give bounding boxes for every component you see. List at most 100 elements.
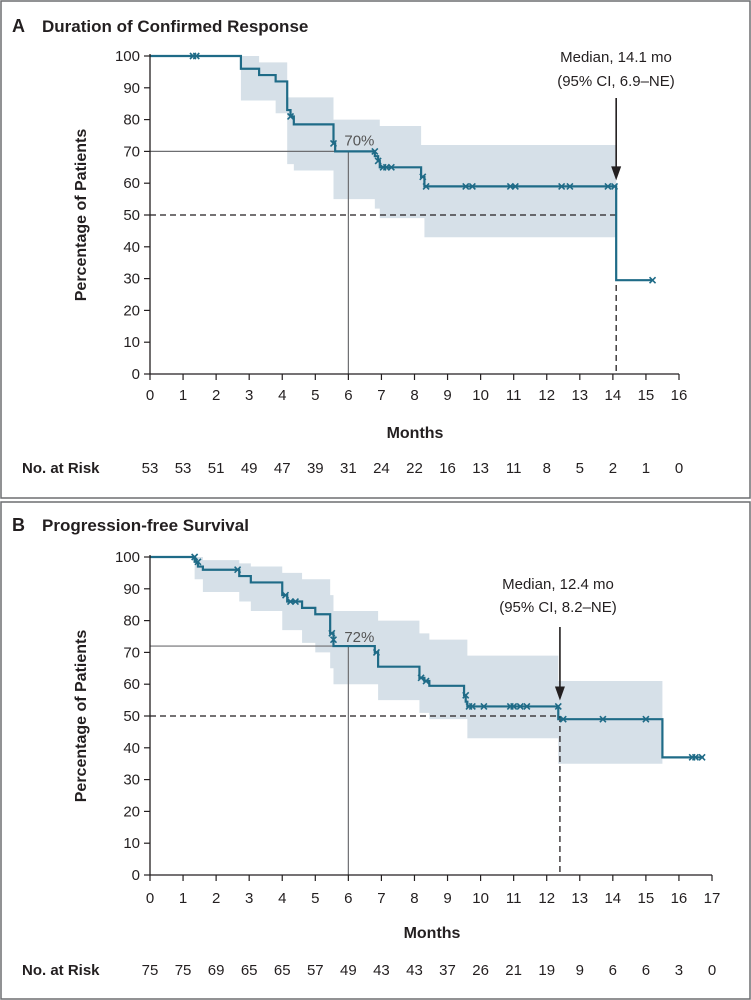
panel-b-y-tick-label: 60: [123, 676, 140, 693]
panel-a-risk-value: 22: [406, 460, 423, 477]
panel-b-x-tick-label: 12: [538, 890, 555, 907]
panel-a-y-tick-label: 0: [132, 366, 140, 383]
panel-a-risk-value: 16: [439, 460, 456, 477]
panel-a-ci-band: [150, 56, 617, 238]
panel-b-y-tick-label: 90: [123, 581, 140, 598]
panel-b-x-tick-label: 3: [245, 890, 253, 907]
panel-a-censor-mark: [419, 173, 427, 181]
panel-a-censor-mark: [387, 163, 395, 171]
panel-a-y-tick-label: 30: [123, 271, 140, 288]
panel-b-risk-value: 65: [241, 962, 258, 979]
panel-b-censor-mark: [554, 702, 562, 711]
panel-a-censor-mark: [374, 157, 382, 165]
panel-a-censor-mark: [468, 182, 476, 190]
panel-b-median-ci-label: (95% CI, 8.2–NE): [499, 599, 617, 616]
panel-a-y-tick-label: 20: [123, 302, 140, 319]
panel-b-censor-mark: [516, 702, 524, 711]
panel-a-x-axis-title: Months: [387, 425, 444, 442]
panel-b: B Progression-free Survival Percentage o…: [0, 501, 751, 1000]
panel-a-y-tick-label: 100: [115, 48, 140, 65]
panel-a: A Duration of Confirmed Response Percent…: [0, 0, 751, 499]
panel-a-x-tick-label: 13: [571, 387, 588, 404]
panel-b-censor-mark: [462, 691, 470, 699]
panel-b-x-tick-label: 9: [443, 890, 451, 907]
panel-b-censor-mark: [510, 702, 518, 711]
panel-b-risk-value: 19: [538, 962, 555, 979]
panel-b-censor-mark: [234, 566, 242, 574]
panel-b-risk-value: 43: [406, 962, 423, 979]
panel-a-x-tick-label: 0: [146, 387, 154, 404]
panel-a-censor-mark: [422, 182, 430, 190]
panel-b-censor-mark: [281, 591, 290, 599]
panel-b-y-tick-label: 50: [123, 708, 140, 725]
panel-a-x-tick-label: 7: [377, 387, 385, 404]
panel-b-reference-label: 72%: [344, 629, 374, 646]
panel-b-risk-value: 65: [274, 962, 291, 979]
panel-b-risk-value: 75: [142, 962, 159, 979]
panel-b-x-tick-label: 8: [410, 890, 418, 907]
panel-b-x-tick-label: 2: [212, 890, 220, 907]
panel-a-y-tick-label: 80: [123, 112, 140, 129]
panel-b-x-tick-label: 6: [344, 890, 352, 907]
panel-a-censor-mark: [511, 182, 519, 190]
panel-b-letter: B: [12, 515, 25, 535]
panel-b-censor-mark: [691, 753, 700, 761]
panel-b-risk-value: 57: [307, 962, 324, 979]
panel-b-risk-value: 49: [340, 962, 357, 979]
panel-a-median-ci-label: (95% CI, 6.9–NE): [557, 73, 675, 90]
panel-b-risk-value: 9: [576, 962, 584, 979]
panel-a-censor-mark: [610, 182, 619, 190]
panel-a-censor-mark: [566, 182, 574, 190]
panel-b-censor-mark: [480, 702, 488, 711]
panel-b-censor-mark: [468, 702, 476, 711]
panel-b-censor-mark: [422, 677, 430, 685]
panel-a-risk-value: 2: [609, 460, 617, 477]
panel-b-x-tick-label: 5: [311, 890, 319, 907]
panel-a-risk-value: 49: [241, 460, 258, 477]
panel-a-censor-mark: [604, 182, 612, 190]
panel-a-x-tick-label: 14: [605, 387, 622, 404]
panel-a-reference-label: 70%: [344, 132, 374, 149]
panel-a-censor-mark: [286, 112, 295, 120]
panel-a-x-tick-label: 10: [472, 387, 489, 404]
panel-a-frame: [0, 0, 751, 499]
panel-a-risk-value: 11: [506, 460, 522, 477]
panel-a-x-tick-label: 16: [671, 387, 688, 404]
panel-b-risk-title: No. at Risk: [22, 962, 100, 979]
panel-b-risk-value: 6: [609, 962, 617, 979]
panel-a-risk-value: 31: [340, 460, 357, 477]
panel-a-y-axis-title: Percentage of Patients: [73, 129, 90, 302]
panel-b-censor-mark: [329, 636, 338, 644]
panel-a-risk-value: 39: [307, 460, 324, 477]
panel-a-x-tick-label: 15: [638, 387, 655, 404]
panel-b-censor-mark: [291, 597, 300, 606]
panel-a-y-tick-label: 90: [123, 80, 140, 97]
panel-a-risk-value: 47: [274, 460, 291, 477]
panel-a-y-tick-label: 70: [123, 143, 140, 160]
panel-b-ci-band: [150, 557, 663, 764]
panel-b-risk-value: 37: [439, 962, 456, 979]
panel-b-y-tick-label: 100: [115, 549, 140, 566]
panel-a-censor-mark: [329, 139, 338, 148]
panel-a-risk-value: 24: [373, 460, 390, 477]
panel-a-letter: A: [12, 16, 25, 36]
panel-a-x-tick-label: 9: [443, 387, 451, 404]
panel-b-x-tick-label: 14: [604, 890, 621, 907]
panel-a-censor-mark: [192, 52, 200, 60]
panel-b-y-tick-label: 80: [123, 613, 140, 630]
panel-b-risk-value: 0: [708, 962, 716, 979]
panel-a-x-tick-label: 6: [344, 387, 352, 404]
panel-a-risk-value: 8: [543, 460, 551, 477]
panel-b-risk-value: 75: [175, 962, 192, 979]
panel-a-y-tick-label: 10: [123, 334, 140, 351]
panel-b-risk-value: 26: [472, 962, 489, 979]
panel-b-censor-mark: [417, 674, 425, 682]
panel-b-y-tick-label: 30: [123, 772, 140, 789]
panel-b-median-label: Median, 12.4 mo: [502, 576, 614, 593]
panel-b-risk-value: 43: [373, 962, 390, 979]
panel-b-y-axis-title: Percentage of Patients: [73, 630, 90, 803]
panel-b-censor-mark: [328, 629, 336, 637]
